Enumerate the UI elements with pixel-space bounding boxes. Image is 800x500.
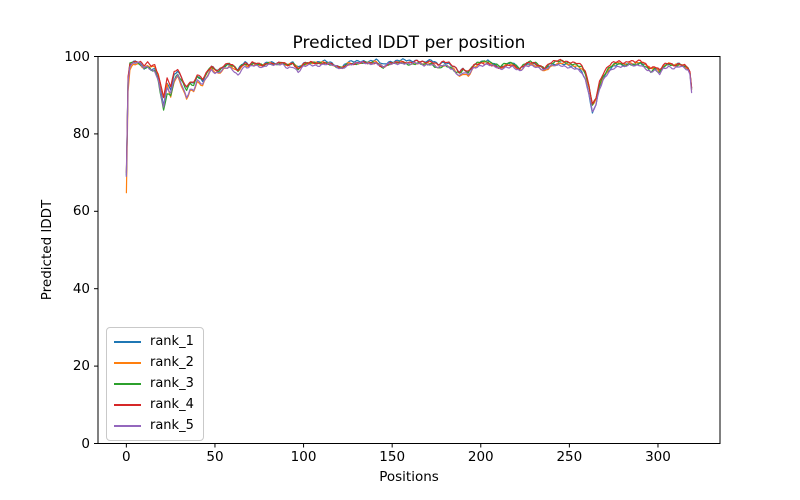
legend-label: rank_2 xyxy=(150,355,194,371)
legend-item-rank_5: rank_5 xyxy=(114,418,194,434)
series-line-rank_3 xyxy=(125,59,693,176)
y-tick-label: 100 xyxy=(64,48,90,65)
legend-item-rank_2: rank_2 xyxy=(114,355,194,371)
legend-line-swatch xyxy=(114,361,141,364)
legend-line-swatch xyxy=(114,424,141,427)
y-tick-label: 0 xyxy=(81,435,90,452)
legend: rank_1 rank_2 rank_3 rank_4 rank_5 xyxy=(106,327,204,441)
legend-label: rank_4 xyxy=(150,397,194,413)
x-tick-label: 100 xyxy=(290,449,317,465)
legend-item-rank_3: rank_3 xyxy=(114,376,194,392)
y-axis-label: Predicted lDDT xyxy=(39,199,55,301)
axes-spines xyxy=(97,56,721,444)
legend-label: rank_5 xyxy=(150,418,194,434)
series-line-rank_5 xyxy=(125,60,693,177)
series-line-rank_2 xyxy=(125,60,693,194)
x-tick-label: 250 xyxy=(556,449,583,465)
chart-title: Predicted lDDT per position xyxy=(292,33,526,53)
y-tick-label: 80 xyxy=(72,125,90,142)
x-tick-label: 150 xyxy=(379,449,406,465)
legend-line-swatch xyxy=(114,403,141,406)
y-tick-label: 20 xyxy=(72,358,90,375)
legend-line-swatch xyxy=(114,340,141,343)
x-tick-label: 300 xyxy=(645,449,671,465)
x-axis-label: Positions xyxy=(379,469,439,485)
x-tick-label: 50 xyxy=(206,449,224,465)
x-tick-label: 0 xyxy=(122,449,131,465)
series-line-rank_4 xyxy=(125,58,693,174)
y-tick-label: 40 xyxy=(72,280,90,297)
legend-label: rank_1 xyxy=(150,334,194,350)
x-tick-label: 200 xyxy=(467,449,494,465)
legend-item-rank_1: rank_1 xyxy=(114,334,194,350)
y-tick-label: 60 xyxy=(72,203,90,220)
legend-line-swatch xyxy=(114,382,141,385)
legend-item-rank_4: rank_4 xyxy=(114,397,194,413)
legend-label: rank_3 xyxy=(150,376,194,392)
